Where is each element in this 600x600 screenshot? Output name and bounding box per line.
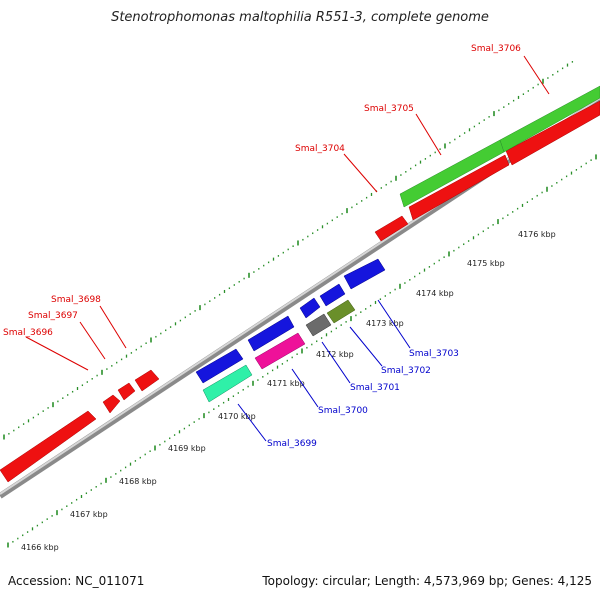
gene-block-blue-c[interactable]	[299, 297, 321, 319]
tick-label-4167: 4167 kbp	[70, 510, 108, 519]
gene-block-smal-3698a[interactable]	[117, 382, 136, 401]
gene-block-smal-3697[interactable]	[102, 394, 121, 414]
gene-block-smal-3699[interactable]	[202, 364, 253, 403]
gene-block-smal-3700[interactable]	[254, 332, 306, 370]
gene-block-smal-3701[interactable]	[305, 313, 332, 337]
gene-block-smal-3702[interactable]	[326, 299, 356, 324]
gene-block-green-b[interactable]	[499, 85, 600, 153]
tick-labels: 4166 kbp 4167 kbp 4168 kbp 4169 kbp 4170…	[21, 230, 556, 552]
gene-block-blue-b[interactable]	[247, 315, 295, 352]
label-smal-3703[interactable]: Smal_3703	[409, 349, 459, 359]
tick-label-4174: 4174 kbp	[416, 289, 454, 298]
upper-tick-track	[3, 61, 574, 440]
label-smal-3699[interactable]: Smal_3699	[267, 439, 317, 449]
label-smal-3697[interactable]: Smal_3697	[28, 311, 78, 321]
tick-label-4169: 4169 kbp	[168, 444, 206, 453]
tick-label-4175: 4175 kbp	[467, 259, 505, 268]
tick-label-4166: 4166 kbp	[21, 543, 59, 552]
gene-block-smal-3704[interactable]	[374, 215, 409, 242]
label-smal-3704[interactable]: Smal_3704	[295, 144, 345, 154]
tick-label-4170: 4170 kbp	[218, 412, 256, 421]
tick-label-4173: 4173 kbp	[366, 319, 404, 328]
lower-strand-genes	[195, 258, 386, 403]
upper-gene-labels: Smal_3696 Smal_3697 Smal_3698 Smal_3704 …	[3, 44, 550, 371]
gene-block-blue-a[interactable]	[195, 348, 244, 384]
tick-label-4171: 4171 kbp	[267, 379, 305, 388]
gene-block-smal-3705[interactable]	[408, 154, 510, 221]
label-smal-3706[interactable]: Smal_3706	[471, 44, 521, 54]
accession-text: Accession: NC_011071	[8, 574, 145, 588]
label-smal-3705[interactable]: Smal_3705	[364, 104, 414, 114]
gene-block-smal-3703[interactable]	[343, 258, 386, 290]
gene-block-smal-3706[interactable]	[505, 100, 600, 166]
label-smal-3700[interactable]: Smal_3700	[318, 406, 368, 416]
tick-label-4172: 4172 kbp	[316, 350, 354, 359]
lower-tick-track	[7, 154, 597, 548]
label-smal-3701[interactable]: Smal_3701	[350, 383, 400, 393]
tick-label-4168: 4168 kbp	[119, 477, 157, 486]
gene-block-blue-d[interactable]	[319, 283, 346, 307]
tick-label-4176: 4176 kbp	[518, 230, 556, 239]
gene-block-smal-3696[interactable]	[0, 410, 97, 483]
lower-gene-labels: Smal_3699 Smal_3700 Smal_3701 Smal_3702 …	[237, 299, 459, 449]
page-title: Stenotrophomonas maltophilia R551-3, com…	[111, 10, 489, 25]
upper-strand-genes	[0, 85, 600, 483]
label-smal-3702[interactable]: Smal_3702	[381, 366, 431, 376]
label-smal-3698[interactable]: Smal_3698	[51, 295, 101, 305]
genome-summary-text: Topology: circular; Length: 4,573,969 bp…	[262, 574, 592, 588]
label-smal-3696[interactable]: Smal_3696	[3, 328, 53, 338]
gene-block-smal-3698b[interactable]	[134, 369, 160, 392]
